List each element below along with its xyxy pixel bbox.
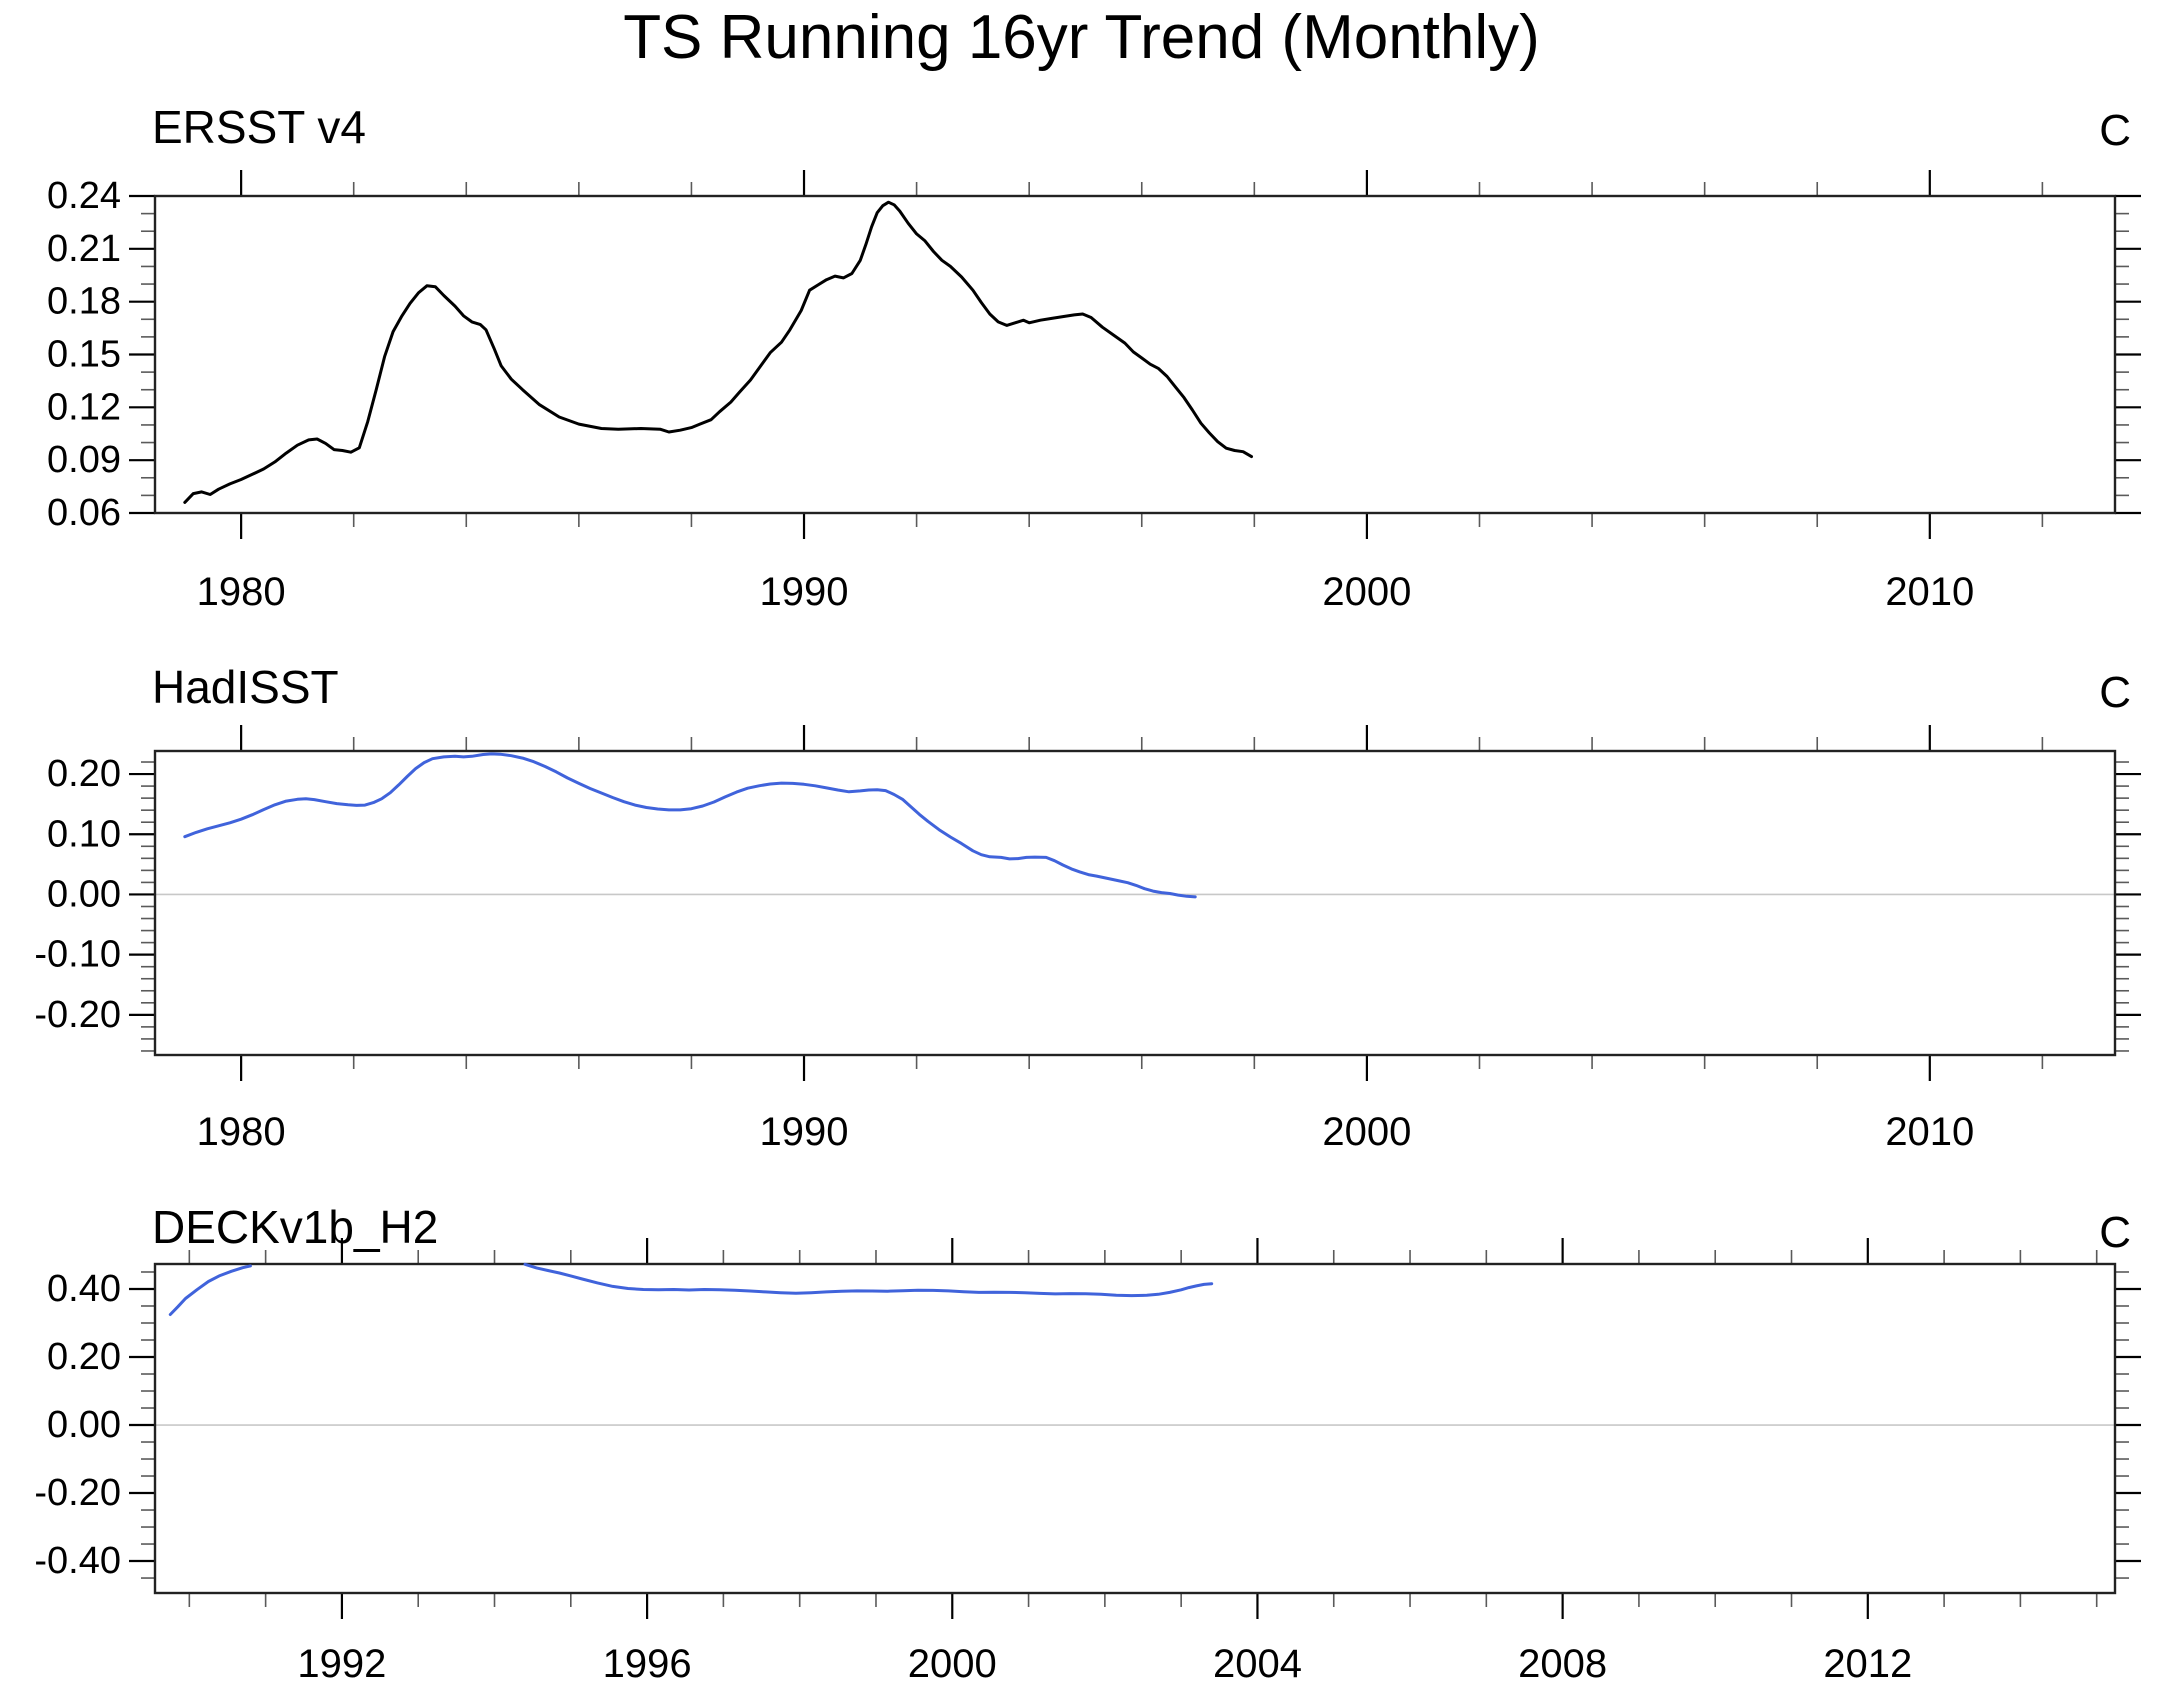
- svg-text:0.24: 0.24: [47, 175, 121, 217]
- svg-text:-0.20: -0.20: [34, 1472, 121, 1514]
- svg-text:-0.40: -0.40: [34, 1540, 121, 1582]
- unit-label-deckv1b: C: [2099, 1208, 2131, 1257]
- panel-title-hadisst: HadISST: [152, 661, 339, 713]
- svg-text:0.10: 0.10: [47, 813, 121, 855]
- svg-text:1980: 1980: [197, 570, 286, 614]
- panel-title-deckv1b: DECKv1b_H2: [152, 1201, 439, 1253]
- svg-text:0.18: 0.18: [47, 281, 121, 323]
- svg-text:1992: 1992: [297, 1642, 386, 1686]
- svg-text:0.00: 0.00: [47, 873, 121, 915]
- svg-text:0.20: 0.20: [47, 1336, 121, 1378]
- svg-text:0.20: 0.20: [47, 753, 121, 795]
- svg-text:0.40: 0.40: [47, 1268, 121, 1310]
- svg-text:0.00: 0.00: [47, 1404, 121, 1446]
- svg-text:2008: 2008: [1518, 1642, 1607, 1686]
- svg-text:2004: 2004: [1213, 1642, 1302, 1686]
- panel-title-ersst: ERSST v4: [152, 101, 366, 153]
- svg-text:0.21: 0.21: [47, 228, 121, 270]
- svg-text:1990: 1990: [760, 1110, 849, 1154]
- svg-text:2000: 2000: [908, 1642, 997, 1686]
- svg-text:-0.20: -0.20: [34, 994, 121, 1036]
- svg-text:1980: 1980: [197, 1110, 286, 1154]
- svg-text:2012: 2012: [1823, 1642, 1912, 1686]
- svg-text:0.09: 0.09: [47, 439, 121, 481]
- svg-text:1996: 1996: [603, 1642, 692, 1686]
- svg-text:-0.10: -0.10: [34, 934, 121, 976]
- svg-text:2010: 2010: [1885, 1110, 1974, 1154]
- svg-text:1990: 1990: [760, 570, 849, 614]
- chart-title: TS Running 16yr Trend (Monthly): [623, 3, 1540, 72]
- svg-text:0.06: 0.06: [47, 492, 121, 534]
- svg-text:2000: 2000: [1322, 1110, 1411, 1154]
- svg-text:0.12: 0.12: [47, 386, 121, 428]
- svg-text:2000: 2000: [1322, 570, 1411, 614]
- svg-text:2010: 2010: [1885, 570, 1974, 614]
- svg-text:0.15: 0.15: [47, 334, 121, 376]
- unit-label-ersst: C: [2099, 106, 2131, 155]
- unit-label-hadisst: C: [2099, 668, 2131, 717]
